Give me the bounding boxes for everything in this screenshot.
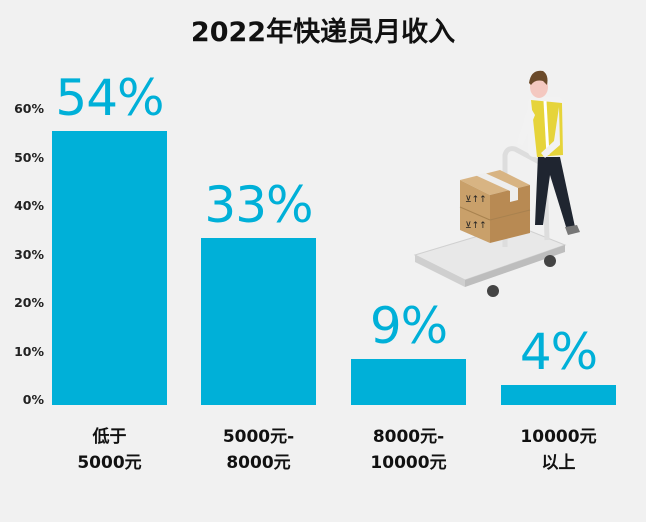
bar: [501, 384, 616, 405]
x-category-line: 8000元: [226, 453, 291, 473]
x-category-line: 低于: [92, 427, 127, 447]
x-category-label: 10000元 以上: [494, 424, 624, 476]
chart-title: 2022年快递员月收入: [190, 17, 456, 48]
bar: [201, 237, 316, 405]
x-category-line: 8000元-: [372, 427, 445, 447]
y-tick-label: 20%: [14, 295, 44, 310]
y-tick-label: 30%: [14, 246, 44, 262]
bar: [52, 131, 167, 405]
x-category-line: 以上: [541, 453, 576, 473]
data-label: 33%: [204, 175, 313, 234]
svg-text:⊻↑↑: ⊻↑↑: [465, 221, 487, 231]
y-tick-label: 60%: [14, 101, 44, 116]
x-category-line: 10000元: [520, 427, 597, 447]
x-category-line: 10000元: [370, 453, 447, 473]
y-tick-label: 0%: [22, 392, 44, 407]
data-label: 9%: [369, 297, 448, 356]
x-category-label: 低于 5000元: [45, 424, 175, 476]
y-tick-label: 40%: [14, 198, 44, 213]
data-label: 54%: [55, 69, 164, 128]
y-tick-label: 50%: [14, 149, 44, 165]
delivery-worker-cart-illustration: ⊻↑↑ ⊻↑↑: [413, 70, 580, 297]
x-category-line: 5000元: [77, 453, 142, 473]
data-label: 4%: [519, 322, 598, 381]
y-tick-label: 10%: [14, 343, 44, 359]
x-category-line: 5000元-: [222, 427, 295, 447]
x-category-label: 8000元- 10000元: [344, 424, 474, 476]
bar: [351, 359, 466, 405]
svg-text:⊻↑↑: ⊻↑↑: [465, 195, 487, 205]
x-category-label: 5000元- 8000元: [194, 424, 324, 476]
